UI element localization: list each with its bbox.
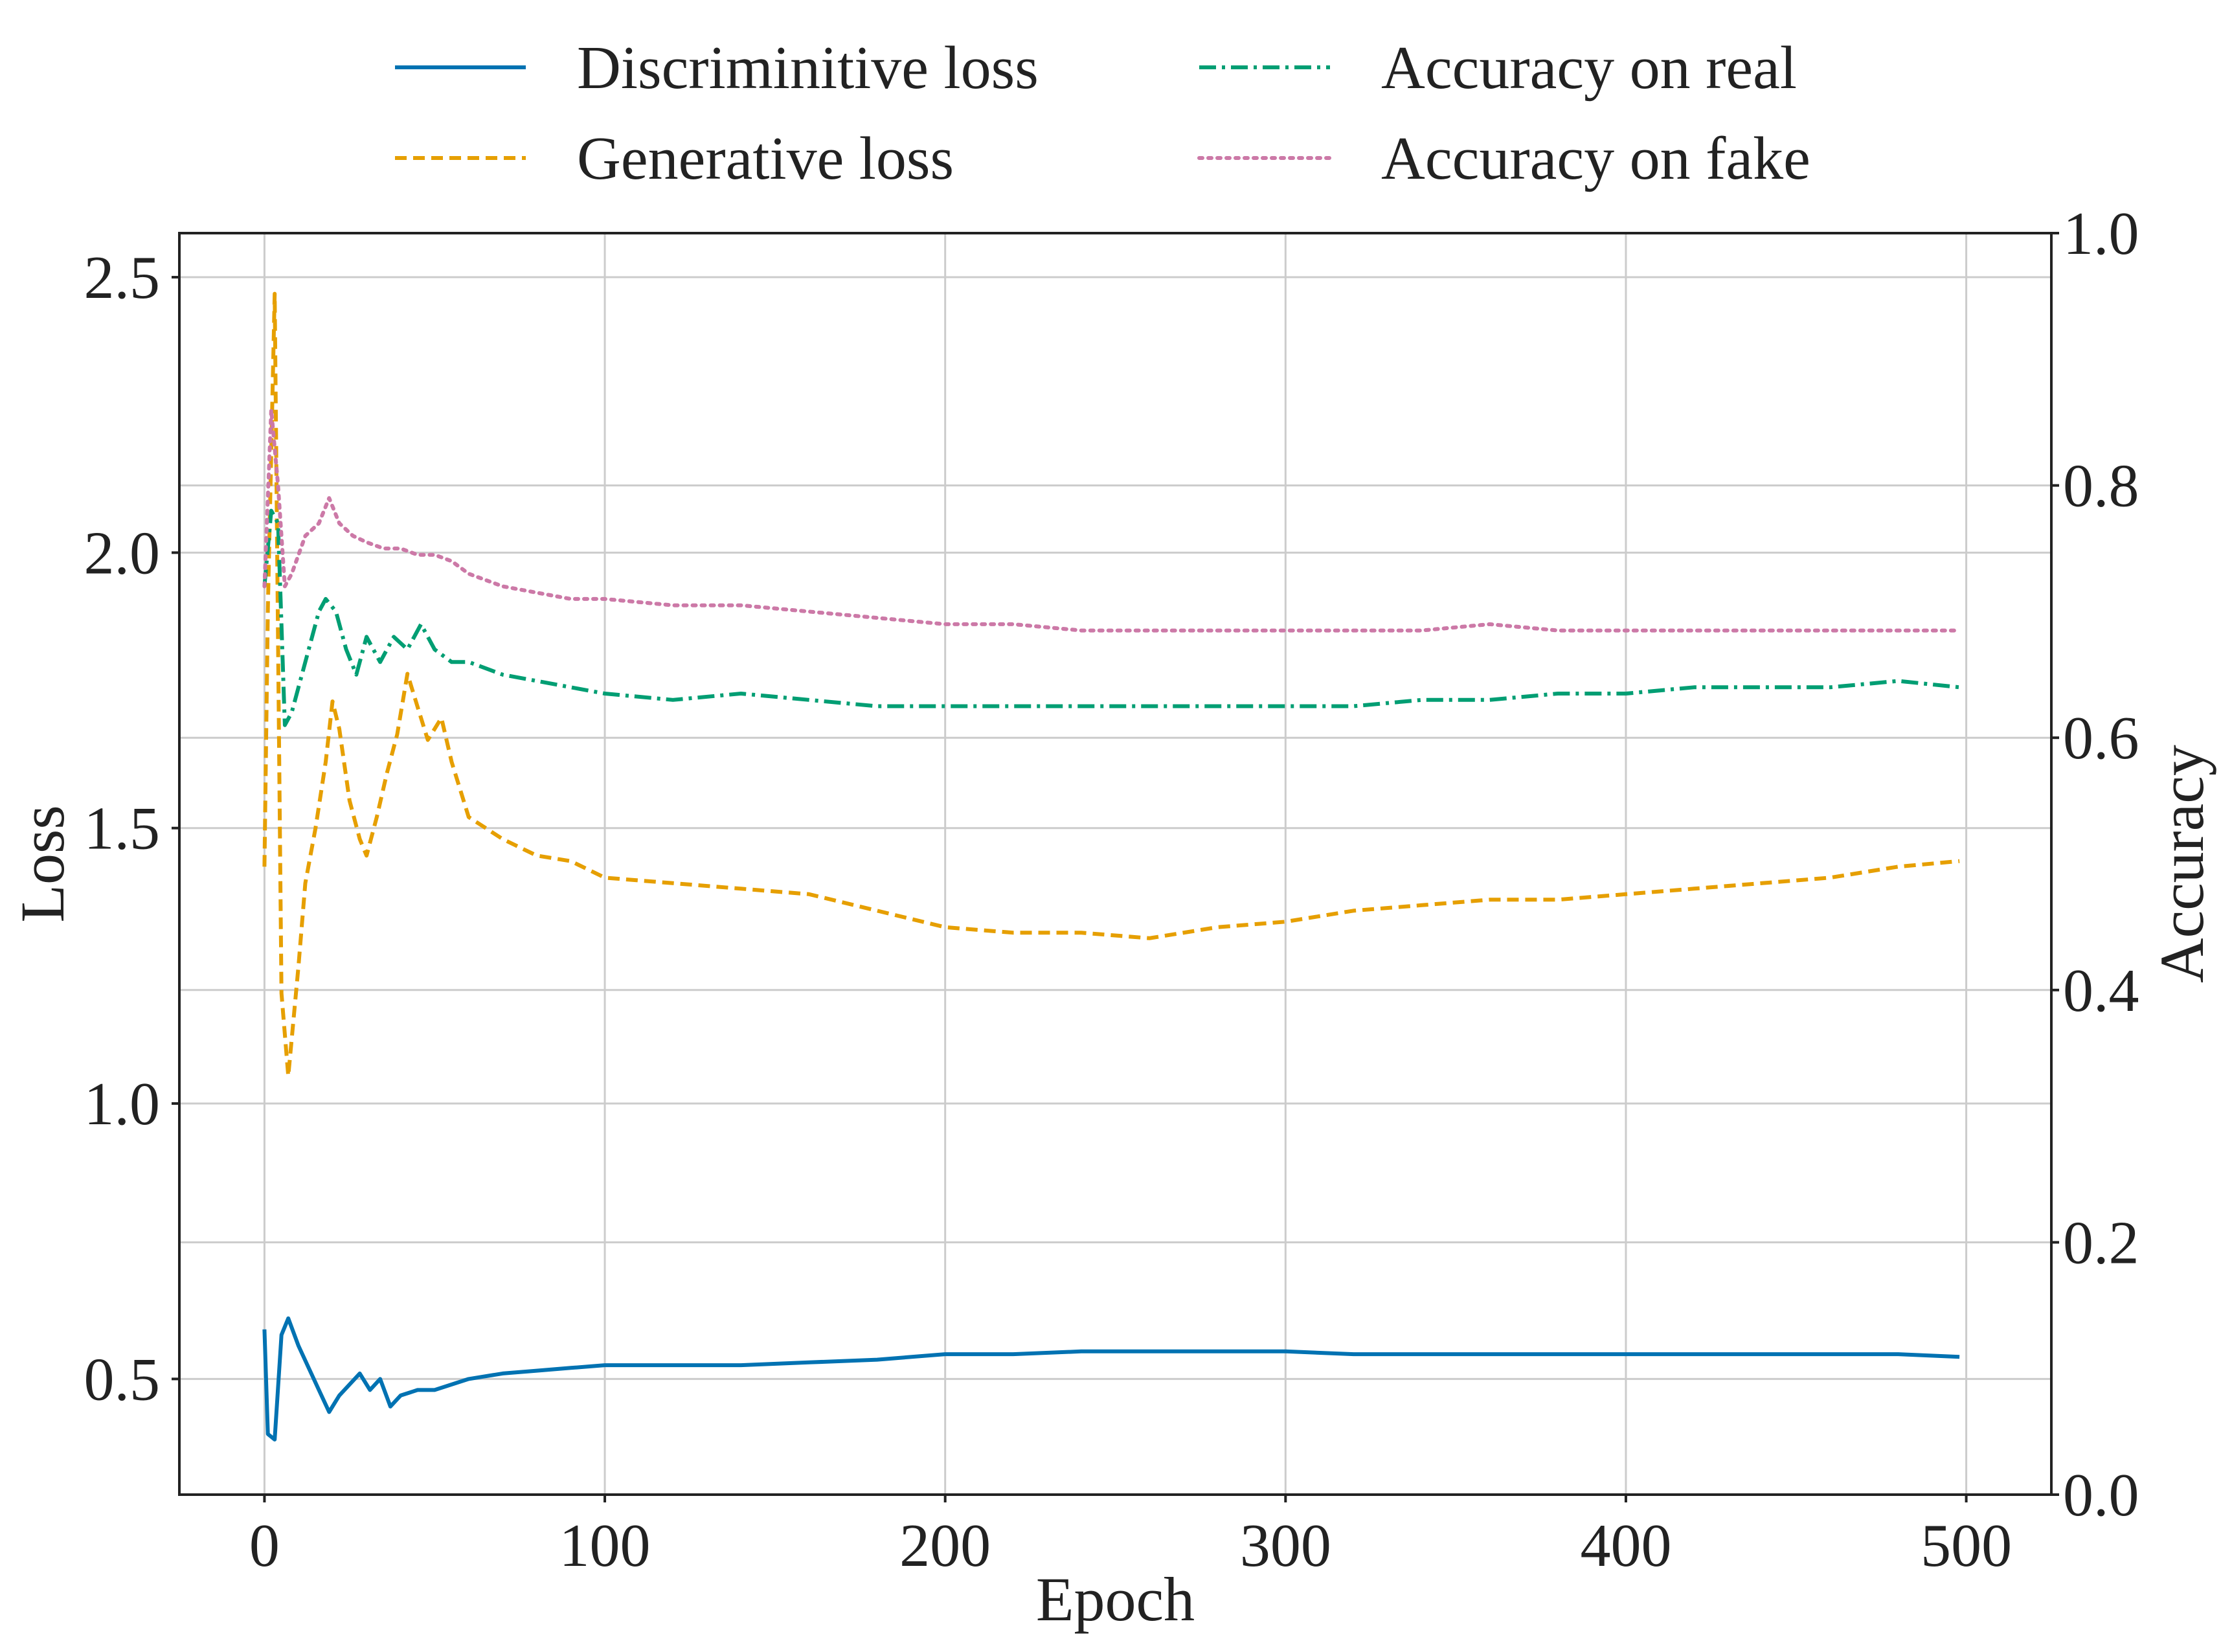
y-left-tick-label: 2.0 — [84, 519, 161, 587]
series-line-accuracy-on-real — [262, 508, 1960, 727]
legend-label-generative-loss: Generative loss — [577, 125, 954, 192]
y-left-tick-label: 2.5 — [84, 244, 161, 311]
x-tick-label: 400 — [1580, 1512, 1671, 1579]
x-axis-title: Epoch — [1036, 1565, 1195, 1634]
x-tick-label: 100 — [559, 1512, 651, 1579]
legend: Discriminitive loss Generative loss Accu… — [395, 34, 1810, 192]
y-right-tick-label: 0.6 — [2063, 705, 2139, 772]
x-tick-label: 200 — [899, 1512, 991, 1579]
plot-frame — [178, 232, 2053, 1496]
ticks-layer: 0 100 200 300 400 500 0.5 1.0 1.5 2.0 2.5 0.0 0.2 0.4… — [84, 200, 2139, 1579]
y-right-tick-label: 0.8 — [2063, 453, 2139, 520]
series-line-generative-loss — [262, 291, 1960, 1078]
y-right-axis-title: Accuracy — [2147, 745, 2216, 983]
y-left-tick-label: 0.5 — [84, 1346, 161, 1413]
y-left-axis-title: Loss — [8, 805, 77, 922]
series-line-accuracy-on-fake — [262, 407, 1962, 633]
legend-label-accuracy-on-real: Accuracy on real — [1381, 34, 1797, 102]
x-tick-label: 0 — [249, 1512, 280, 1579]
y-left-tick-label: 1.5 — [84, 795, 161, 863]
y-right-tick-label: 1.0 — [2063, 200, 2139, 267]
y-right-tick-label: 0.0 — [2063, 1462, 2139, 1529]
y-left-tick-label: 1.0 — [84, 1070, 161, 1138]
grid-layer — [179, 233, 2051, 1495]
y-right-tick-label: 0.4 — [2063, 957, 2139, 1024]
legend-label-accuracy-on-fake: Accuracy on fake — [1381, 125, 1810, 192]
series-line-discriminitive-loss — [262, 1316, 1960, 1442]
series-layer — [262, 291, 1962, 1442]
x-tick-label: 300 — [1240, 1512, 1331, 1579]
y-right-tick-label: 0.2 — [2063, 1209, 2139, 1276]
x-tick-label: 500 — [1921, 1512, 2012, 1579]
legend-label-discriminitive-loss: Discriminitive loss — [577, 34, 1039, 102]
